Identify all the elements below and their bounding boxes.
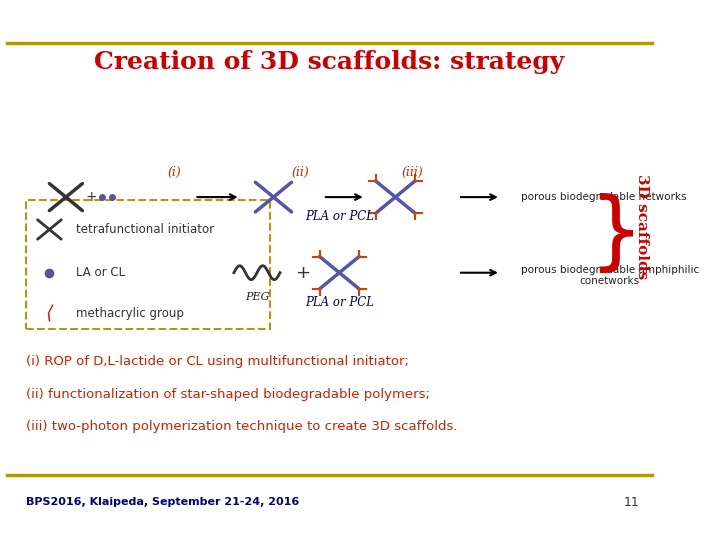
Text: 11: 11 <box>624 496 639 509</box>
Text: PEG: PEG <box>245 292 269 302</box>
Text: LA or CL: LA or CL <box>76 266 125 279</box>
Text: +: + <box>85 190 96 204</box>
Text: }: } <box>589 193 644 276</box>
Text: (i): (i) <box>168 166 181 179</box>
Text: tetrafunctional initiator: tetrafunctional initiator <box>76 223 214 236</box>
Text: Creation of 3D scaffolds: strategy: Creation of 3D scaffolds: strategy <box>94 50 564 74</box>
Text: 3D scaffolds: 3D scaffolds <box>636 174 649 279</box>
Text: (ii) functionalization of star-shaped biodegradable polymers;: (ii) functionalization of star-shaped bi… <box>27 388 431 401</box>
Text: (iii): (iii) <box>401 166 423 179</box>
Text: porous biodegradable networks: porous biodegradable networks <box>521 192 686 202</box>
Text: +: + <box>296 264 310 282</box>
Text: (iii) two-photon polymerization technique to create 3D scaffolds.: (iii) two-photon polymerization techniqu… <box>27 420 458 433</box>
Text: BPS2016, Klaipeda, September 21-24, 2016: BPS2016, Klaipeda, September 21-24, 2016 <box>27 497 300 507</box>
Text: PLA or PCL: PLA or PCL <box>305 296 374 309</box>
Text: PLA or PCL: PLA or PCL <box>305 210 374 222</box>
Text: (i) ROP of D,L-lactide or CL using multifunctional initiator;: (i) ROP of D,L-lactide or CL using multi… <box>27 355 409 368</box>
Text: porous biodegradable amphiphilic
conetworks: porous biodegradable amphiphilic conetwo… <box>521 265 699 286</box>
Text: methacrylic group: methacrylic group <box>76 307 184 320</box>
Text: ⟨: ⟨ <box>45 303 53 323</box>
Text: (ii): (ii) <box>291 166 309 179</box>
